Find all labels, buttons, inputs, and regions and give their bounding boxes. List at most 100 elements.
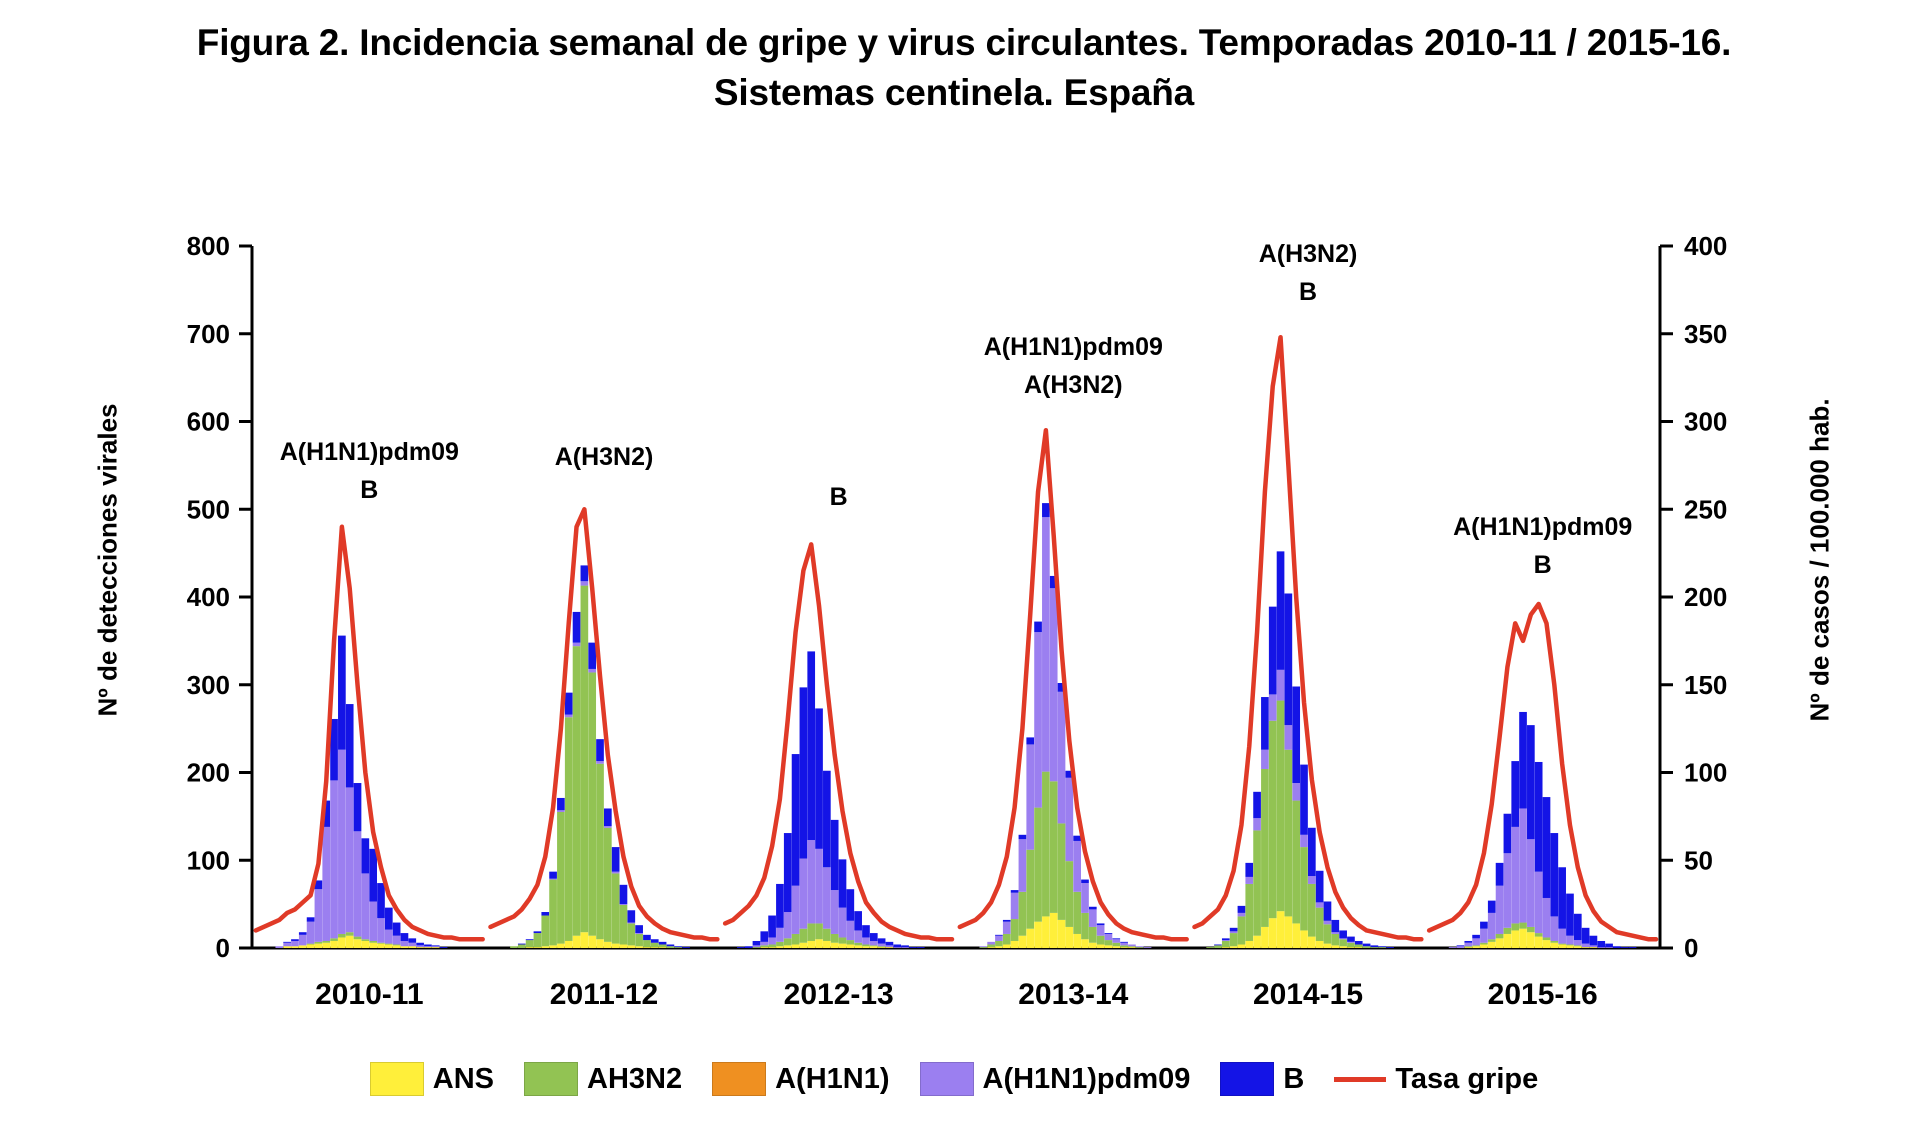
legend-swatch-icon	[524, 1062, 578, 1096]
bar-segment	[541, 915, 550, 947]
season-label: 2015-16	[1488, 978, 1598, 1011]
bar-segment	[1315, 902, 1324, 908]
legend-item-AH3N2[interactable]: AH3N2	[524, 1062, 682, 1096]
bar-segment	[1112, 938, 1121, 940]
bar-segment	[776, 941, 784, 947]
bar-segment	[862, 946, 870, 948]
bar-segment	[1558, 943, 1566, 945]
bar-segment	[580, 565, 589, 582]
bar-segment	[580, 585, 589, 933]
legend-item-AH1N1pdm09[interactable]: A(H1N1)pdm09	[919, 1062, 1190, 1096]
bar-segment	[1550, 942, 1559, 948]
bar-segment	[846, 944, 855, 948]
bar-segment	[1511, 930, 1520, 948]
bar-segment	[377, 943, 385, 948]
bar-segment	[1378, 947, 1387, 948]
figure-title-line-1: Figura 2. Incidencia semanal de gripe y …	[196, 22, 1732, 63]
bar-segment	[369, 942, 377, 948]
bar-segment	[1566, 944, 1574, 946]
bar-segment	[1347, 941, 1355, 943]
peak-annotation: A(H1N1)pdm09	[984, 333, 1163, 361]
bar-segment	[1214, 944, 1222, 946]
bar-segment	[1292, 686, 1301, 784]
bar-segment	[823, 770, 831, 868]
bar-segment	[1347, 942, 1355, 948]
bar-segment	[431, 947, 440, 948]
bar-segment	[1229, 946, 1238, 948]
bar-segment	[416, 947, 424, 948]
bar-segment	[1284, 593, 1293, 726]
bar-segment	[338, 933, 346, 938]
bar-segment	[1261, 697, 1269, 750]
bar-segment	[1128, 947, 1136, 948]
bar-segment	[1503, 813, 1512, 854]
bar-segment	[541, 912, 550, 916]
bar-segment	[377, 918, 385, 943]
bar-segment	[424, 946, 432, 948]
bar-segment	[760, 931, 769, 942]
bar-segment	[1589, 945, 1598, 948]
bar-segment	[1221, 940, 1230, 948]
bar-segment	[1128, 944, 1136, 947]
bar-segment	[1542, 940, 1551, 948]
bar-segment	[283, 942, 291, 947]
bar-segment	[291, 946, 299, 948]
peak-annotation: B	[830, 483, 848, 511]
bar-segment	[901, 947, 909, 948]
bar-segment	[1010, 919, 1019, 941]
bar-segment	[1480, 944, 1488, 948]
bar-segment	[588, 672, 597, 936]
bar-segment	[533, 933, 542, 948]
bar-segment	[510, 946, 518, 948]
bar-segment	[1276, 551, 1285, 670]
bar-segment	[1018, 891, 1027, 936]
bar-segment	[1315, 907, 1324, 941]
bar-segment	[1323, 901, 1332, 921]
bar-segment	[987, 947, 995, 948]
bar-segment	[627, 922, 636, 924]
bar-segment	[807, 651, 816, 841]
legend-item-B[interactable]: B	[1220, 1062, 1304, 1096]
legend-swatch-icon	[919, 1062, 974, 1096]
bar-segment	[1511, 923, 1520, 931]
bar-segment	[1284, 749, 1293, 917]
bar-segment	[1331, 919, 1340, 933]
bar-segment	[1237, 905, 1246, 913]
right-tick-label: 250	[1684, 494, 1727, 524]
bar-segment	[1026, 928, 1035, 948]
bar-segment	[979, 946, 988, 948]
bar-segment	[1550, 940, 1559, 943]
bar-segment	[384, 907, 393, 930]
bar-segment	[1573, 940, 1582, 946]
bar-segment	[1073, 840, 1081, 892]
bar-segment	[1143, 947, 1152, 948]
bar-segment	[1339, 930, 1347, 939]
bar-segment	[1268, 606, 1277, 695]
bar-segment	[353, 831, 362, 937]
bar-segment	[1331, 932, 1340, 934]
bar-segment	[877, 946, 886, 948]
bar-segment	[596, 739, 604, 762]
legend-item-tasa[interactable]: Tasa gripe	[1334, 1063, 1538, 1096]
legend-item-ANS[interactable]: ANS	[369, 1062, 494, 1096]
bar-segment	[823, 928, 831, 941]
bar-segment	[275, 946, 284, 948]
right-tick-label: 400	[1684, 231, 1727, 261]
bar-segment	[1018, 834, 1027, 840]
bar-segment	[1323, 920, 1332, 925]
bar-segment	[1542, 897, 1551, 938]
right-tick-label: 50	[1684, 845, 1713, 875]
bar-segment	[1034, 807, 1042, 922]
bar-segment	[525, 947, 534, 948]
bar-segment	[1472, 946, 1480, 948]
legend-item-AH1N1[interactable]: A(H1N1)	[712, 1062, 890, 1096]
left-tick-label: 500	[187, 494, 230, 524]
legend-label: A(H1N1)	[775, 1062, 890, 1095]
bar-segment	[1566, 893, 1574, 936]
bar-segment	[807, 923, 816, 941]
bar-segment	[549, 871, 557, 879]
bar-segment	[408, 942, 417, 947]
bar-segment	[1104, 933, 1113, 941]
bar-segment	[854, 930, 862, 943]
bar-segment	[830, 933, 839, 943]
